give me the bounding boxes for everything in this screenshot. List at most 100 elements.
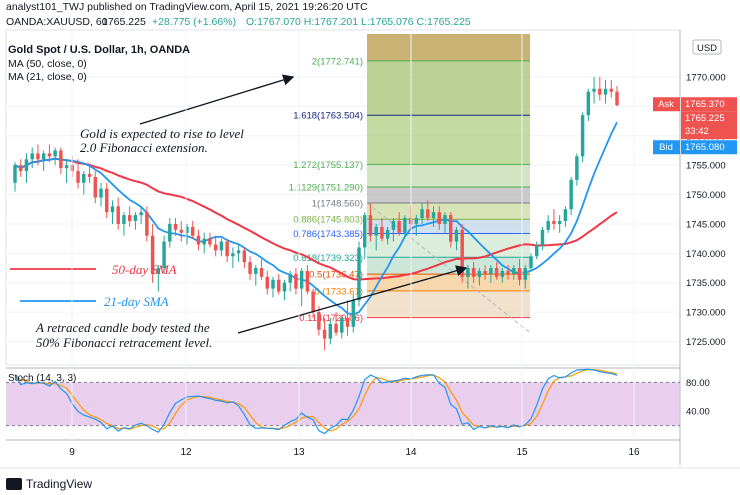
- candle-body: [368, 215, 373, 236]
- candle-body: [116, 206, 120, 224]
- candle-body: [322, 329, 327, 339]
- candle-body: [345, 317, 350, 327]
- ask-price: 1765.370: [685, 99, 725, 110]
- candle-body: [242, 250, 247, 263]
- candle: [19, 159, 23, 177]
- candle-body: [529, 256, 533, 269]
- candle-body: [557, 221, 562, 224]
- candle: [288, 270, 292, 292]
- candle: [592, 77, 596, 104]
- candle-body: [82, 173, 86, 183]
- candle: [30, 147, 34, 169]
- candle: [615, 85, 619, 107]
- candle: [82, 171, 86, 195]
- candle: [265, 270, 269, 295]
- candle: [328, 317, 333, 345]
- candle: [277, 273, 281, 295]
- candle: [322, 317, 327, 351]
- candle: [179, 221, 183, 242]
- candle: [334, 312, 338, 336]
- candle-body: [41, 153, 46, 160]
- candle: [340, 315, 344, 339]
- fib-zone-top: [367, 34, 530, 61]
- candle-body: [225, 241, 229, 257]
- candle-body: [575, 156, 579, 180]
- candle: [391, 218, 396, 242]
- candle-body: [311, 291, 315, 313]
- ask-label: Ask: [658, 99, 674, 110]
- fib-level-label: 0.786(1743.385): [293, 229, 363, 240]
- last-price: 1765.225: [102, 16, 146, 28]
- candle-body: [609, 88, 613, 92]
- time-tick: 14: [405, 447, 417, 458]
- candle-body: [185, 226, 189, 233]
- candle: [191, 221, 195, 239]
- candle-body: [179, 229, 183, 233]
- candle: [202, 232, 206, 254]
- time-tick: 13: [293, 447, 305, 458]
- candle-body: [443, 215, 447, 224]
- candle: [294, 268, 298, 295]
- candle-body: [546, 221, 550, 230]
- candle-body: [317, 312, 321, 330]
- price-tick: 1730.000: [686, 308, 726, 319]
- candle: [598, 77, 602, 101]
- candle: [87, 165, 92, 183]
- candle-body: [248, 262, 252, 274]
- candle: [426, 200, 430, 222]
- footer-brand: TradingView: [6, 476, 92, 492]
- candle-body: [24, 159, 29, 172]
- candle-body: [219, 241, 224, 251]
- candle: [242, 247, 247, 269]
- candle-body: [105, 188, 109, 213]
- candle-body: [466, 268, 470, 277]
- candle-body: [403, 218, 407, 233]
- candle: [59, 147, 63, 174]
- candle-body: [191, 226, 195, 236]
- candle: [76, 159, 80, 189]
- fib-level-label: 1(1748.560): [312, 199, 363, 210]
- candle: [259, 259, 264, 280]
- candle: [248, 256, 252, 280]
- candle: [420, 203, 424, 224]
- annotation-retrace-line2: 50% Fibonacci retracement level.: [36, 335, 213, 350]
- candle: [529, 253, 533, 271]
- candle: [64, 159, 69, 183]
- candle-body: [87, 173, 92, 177]
- candle: [196, 229, 201, 251]
- candle-body: [202, 238, 206, 245]
- candle-body: [328, 323, 333, 339]
- candle-body: [277, 279, 281, 292]
- chart-title: Gold Spot / U.S. Dollar, 1h, OANDA: [8, 44, 191, 56]
- candle-body: [173, 223, 178, 230]
- candle: [282, 279, 287, 301]
- candle: [299, 268, 304, 307]
- candle: [557, 215, 562, 233]
- candle-body: [592, 88, 596, 92]
- candle: [139, 206, 143, 224]
- candle: [105, 182, 109, 219]
- bid-price-box: [681, 140, 737, 155]
- candle-body: [30, 153, 34, 160]
- candle-body: [540, 229, 545, 245]
- price-tick: 1755.000: [686, 161, 726, 172]
- candle-body: [305, 270, 310, 292]
- symbol-bar: OANDA:XAUUSD, 60 1765.225 +28.775 (+1.66…: [0, 15, 740, 31]
- stoch-tick: 40.00: [686, 407, 710, 418]
- candle-body: [598, 88, 602, 95]
- candle: [380, 218, 384, 242]
- candle: [213, 235, 218, 257]
- candle-body: [99, 188, 103, 198]
- ma50-legend: MA (50, close, 0): [8, 58, 87, 70]
- stoch-label: Stoch (14, 3, 3): [8, 373, 77, 384]
- candle: [305, 265, 310, 295]
- fib-level-label: 0.5(1736.47): [309, 270, 363, 281]
- candle-body: [156, 268, 161, 274]
- candle: [150, 223, 155, 283]
- candle-body: [340, 317, 344, 333]
- candle-body: [477, 270, 482, 277]
- candle-body: [420, 209, 424, 219]
- candle: [523, 265, 527, 289]
- fib-level-label: 0.(1733.61): [314, 286, 363, 297]
